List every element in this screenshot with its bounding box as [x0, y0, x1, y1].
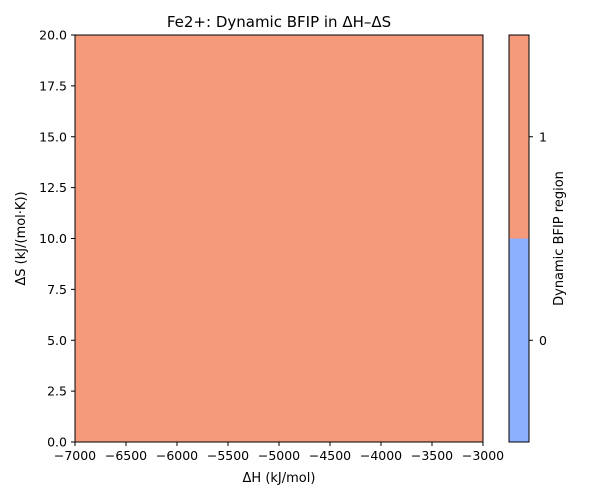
y-tick-label: 20.0 — [39, 28, 67, 43]
y-tick-label: 10.0 — [39, 231, 67, 246]
x-tick-label: −3500 — [411, 448, 453, 463]
y-axis: 0.0 2.5 5.0 7.5 10.0 12.5 15.0 17.5 20.0 — [39, 28, 75, 450]
colorbar-segment — [509, 35, 529, 239]
x-tick-label: −5000 — [258, 448, 300, 463]
x-tick-label: −4000 — [360, 448, 402, 463]
chart-title: Fe2+: Dynamic BFIP in ΔH–ΔS — [167, 13, 391, 31]
y-tick-label: 2.5 — [47, 384, 67, 399]
colorbar-tick-label: 1 — [539, 129, 547, 144]
heatmap-region — [75, 35, 483, 442]
x-axis: −7000 −6500 −6000 −5500 −5000 −4500 −4000 −3500… — [54, 442, 504, 463]
colorbar-segment — [509, 238, 529, 442]
y-tick-label: 0.0 — [47, 435, 67, 450]
x-tick-label: −5500 — [207, 448, 249, 463]
colorbar: 01 — [508, 34, 547, 443]
colorbar-label: Dynamic BFIP region — [552, 171, 567, 306]
colorbar-tick-label: 0 — [539, 333, 547, 348]
x-tick-label: −4500 — [309, 448, 351, 463]
x-tick-label: −7000 — [54, 448, 96, 463]
plot-area — [75, 35, 483, 442]
x-tick-label: −6500 — [105, 448, 147, 463]
x-tick-label: −3000 — [462, 448, 504, 463]
y-tick-label: 15.0 — [39, 129, 67, 144]
y-tick-label: 12.5 — [39, 180, 67, 195]
x-axis-label: ΔH (kJ/mol) — [243, 471, 316, 486]
y-tick-label: 17.5 — [39, 78, 67, 93]
colorbar-frame — [508, 34, 530, 443]
y-tick-label: 5.0 — [47, 333, 67, 348]
y-tick-label: 7.5 — [47, 282, 67, 297]
x-tick-label: −6000 — [156, 448, 198, 463]
y-axis-label: ΔS (kJ/(mol·K)) — [14, 191, 29, 285]
